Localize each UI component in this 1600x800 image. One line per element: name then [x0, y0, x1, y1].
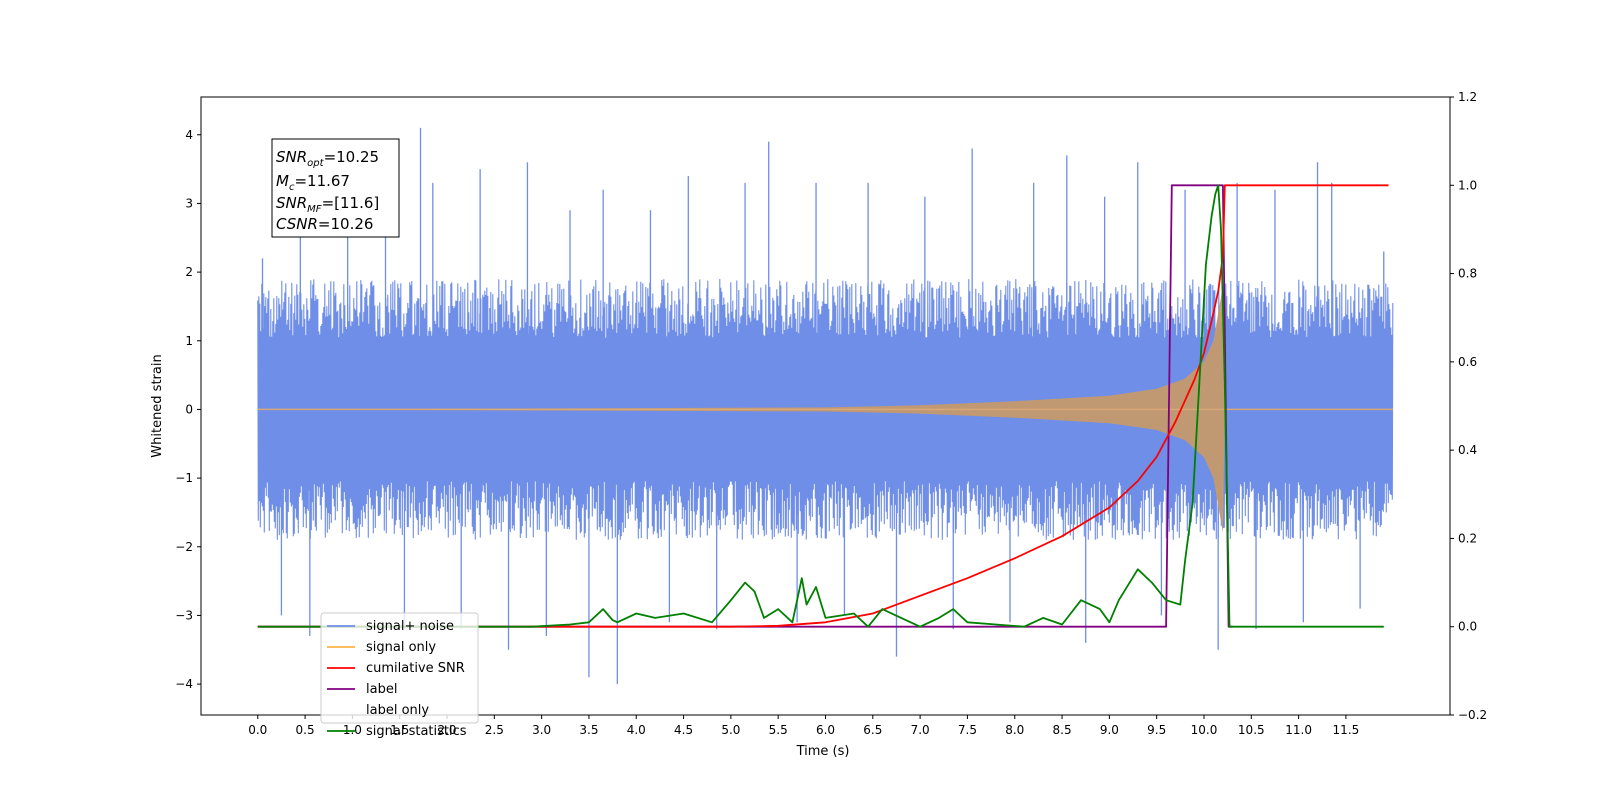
signal-statistics-line — [257, 184, 1384, 628]
y-tick-label: −1 — [175, 471, 193, 485]
x-tick-label: 7.0 — [911, 723, 930, 737]
legend-label: cumilative SNR — [366, 661, 465, 676]
right-axis-series — [257, 184, 1389, 628]
x-tick-label: 7.5 — [958, 723, 977, 737]
annotation-box: SNRopt=10.25 Mc=11.67 SNRMF=[11.6] CSNR=… — [271, 138, 400, 238]
y2-tick-label: 0.8 — [1458, 267, 1477, 281]
x-tick-label: 1.0 — [343, 723, 362, 737]
x-tick-label: 9.5 — [1147, 723, 1166, 737]
y-tick-label: 2 — [185, 265, 193, 279]
y-axis-ticks: −4 −3 −2 −1 0 1 2 3 4 — [175, 128, 201, 691]
x-tick-label: 0.5 — [296, 723, 315, 737]
x-tick-label: 11.0 — [1285, 723, 1312, 737]
y-tick-label: −4 — [175, 677, 193, 691]
annotation-frame — [271, 138, 400, 238]
annotation-csnr: CSNR=10.26 — [276, 215, 373, 233]
y-tick-label: 4 — [185, 128, 193, 142]
legend-frame — [320, 612, 479, 724]
legend-label: label — [366, 682, 397, 697]
y2-axis-ticks: −0.2 0.0 0.2 0.4 0.6 0.8 1.0 1.2 — [1450, 90, 1487, 722]
signal-noise-series — [257, 127, 1394, 685]
annotation-mc: Mc=11.67 — [276, 172, 350, 193]
legend-label: label only — [366, 703, 429, 718]
x-tick-label: 8.5 — [1053, 723, 1072, 737]
x-tick-label: 8.0 — [1005, 723, 1024, 737]
y2-tick-label: 1.0 — [1458, 178, 1477, 192]
y-tick-label: 1 — [185, 334, 193, 348]
signal-only-series — [257, 285, 1394, 533]
x-tick-label: 4.5 — [674, 723, 693, 737]
x-tick-label: 1.5 — [390, 723, 409, 737]
x-axis-label: Time (s) — [796, 744, 850, 759]
x-tick-label: 3.0 — [532, 723, 551, 737]
legend-label: signal only — [366, 640, 436, 655]
y2-tick-label: 0.2 — [1458, 531, 1477, 545]
y2-tick-label: 0.4 — [1458, 443, 1477, 457]
x-tick-label: 4.0 — [627, 723, 646, 737]
legend: signal+ noise signal only cumilative SNR la… — [320, 612, 479, 739]
x-tick-label: 9.0 — [1100, 723, 1119, 737]
x-tick-label: 5.0 — [721, 723, 740, 737]
x-tick-label: 11.5 — [1333, 723, 1360, 737]
y-tick-label: −3 — [175, 608, 193, 622]
x-tick-label: 6.5 — [863, 723, 882, 737]
y2-tick-label: 0.6 — [1458, 355, 1477, 369]
x-tick-label: 0.0 — [248, 723, 267, 737]
annotation-snr-opt: SNRopt=10.25 — [276, 148, 379, 169]
x-tick-label: 6.0 — [816, 723, 835, 737]
y-tick-label: −2 — [175, 540, 193, 554]
legend-label: signal statistics — [366, 724, 467, 739]
legend-label: signal+ noise — [366, 619, 454, 634]
x-tick-label: 5.5 — [769, 723, 788, 737]
annotation-snr-mf: SNRMF=[11.6] — [276, 194, 379, 215]
y-tick-label: 3 — [185, 196, 193, 210]
y2-tick-label: 0.0 — [1458, 620, 1477, 634]
y2-tick-label: −0.2 — [1458, 708, 1487, 722]
y-axis-label: Whitened strain — [150, 354, 165, 457]
x-tick-label: 10.5 — [1238, 723, 1265, 737]
x-tick-label: 2.0 — [437, 723, 456, 737]
x-tick-label: 3.5 — [579, 723, 598, 737]
y2-tick-label: 1.2 — [1458, 90, 1477, 104]
x-tick-label: 10.0 — [1191, 723, 1218, 737]
x-axis-ticks: 0.0 0.5 1.0 1.5 2.0 2.5 3.0 3.5 4.0 4.5 5.0 5.5 6.0 6… — [248, 715, 1359, 737]
y-tick-label: 0 — [185, 402, 193, 416]
x-tick-label: 2.5 — [485, 723, 504, 737]
